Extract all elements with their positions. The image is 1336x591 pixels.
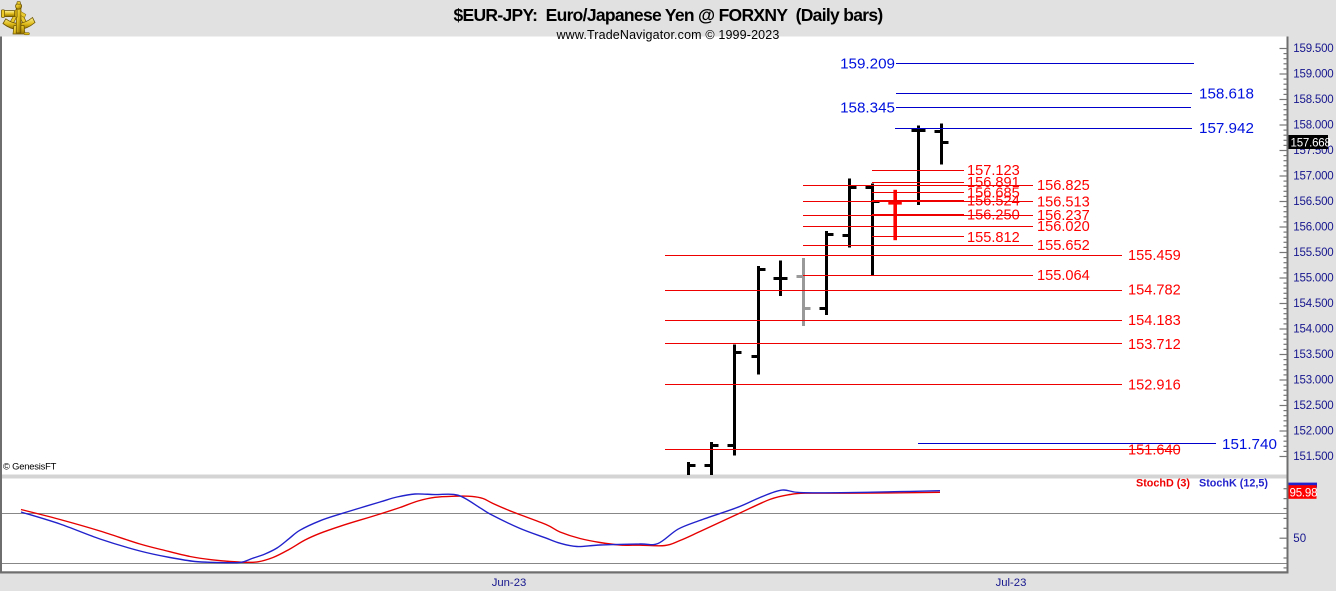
svg-text:50: 50 xyxy=(1293,533,1306,545)
svg-text:$EUR-JPY: Euro/Japanese Yen @: $EUR-JPY: Euro/Japanese Yen @ FORXNY (Da… xyxy=(453,5,882,25)
svg-text:158.500: 158.500 xyxy=(1293,94,1333,106)
svg-text:StochK (12,5): StochK (12,5) xyxy=(1199,477,1268,489)
svg-text:153.000: 153.000 xyxy=(1293,375,1333,387)
svg-text:159.209: 159.209 xyxy=(840,56,895,73)
svg-text:157.123: 157.123 xyxy=(967,163,1020,179)
svg-text:153.712: 153.712 xyxy=(1128,337,1181,353)
svg-text:StochD (3): StochD (3) xyxy=(1136,477,1190,489)
svg-text:156.000: 156.000 xyxy=(1293,222,1333,234)
svg-text:154.500: 154.500 xyxy=(1293,298,1333,310)
svg-text:156.237: 156.237 xyxy=(1037,208,1090,224)
svg-text:156.020: 156.020 xyxy=(1037,219,1090,235)
svg-text:156.524: 156.524 xyxy=(967,194,1020,210)
svg-text:153.500: 153.500 xyxy=(1293,349,1333,361)
svg-text:154.000: 154.000 xyxy=(1293,324,1333,336)
svg-text:152.500: 152.500 xyxy=(1293,400,1333,412)
svg-text:155.064: 155.064 xyxy=(1037,268,1090,284)
svg-text:© GenesisFT: © GenesisFT xyxy=(3,460,57,471)
svg-text:155.500: 155.500 xyxy=(1293,247,1333,259)
svg-text:156.685: 156.685 xyxy=(967,185,1020,201)
svg-text:155.459: 155.459 xyxy=(1128,248,1181,264)
svg-text:157.668: 157.668 xyxy=(1291,137,1331,149)
svg-text:156.825: 156.825 xyxy=(1037,178,1090,194)
svg-text:156.891: 156.891 xyxy=(967,175,1020,191)
svg-text:155.000: 155.000 xyxy=(1293,273,1333,285)
svg-text:151.500: 151.500 xyxy=(1293,451,1333,463)
svg-text:159.000: 159.000 xyxy=(1293,69,1333,81)
svg-text:158.618: 158.618 xyxy=(1199,86,1254,103)
svg-text:156.500: 156.500 xyxy=(1293,196,1333,208)
svg-text:157.942: 157.942 xyxy=(1199,120,1254,137)
svg-text:158.345: 158.345 xyxy=(840,100,895,117)
svg-text:158.000: 158.000 xyxy=(1293,120,1333,132)
svg-text:159.500: 159.500 xyxy=(1293,43,1333,55)
svg-text:152.916: 152.916 xyxy=(1128,378,1181,394)
svg-text:Jun-23: Jun-23 xyxy=(492,577,527,589)
svg-text:151.740: 151.740 xyxy=(1222,436,1277,453)
svg-text:154.183: 154.183 xyxy=(1128,313,1181,329)
svg-text:156.250: 156.250 xyxy=(967,207,1020,223)
svg-text:www.TradeNavigator.com © 1999-: www.TradeNavigator.com © 1999-2023 xyxy=(556,28,780,42)
svg-text:157.000: 157.000 xyxy=(1293,171,1333,183)
svg-text:155.812: 155.812 xyxy=(967,230,1020,246)
svg-text:95.98: 95.98 xyxy=(1290,487,1318,499)
svg-text:156.513: 156.513 xyxy=(1037,194,1090,210)
svg-text:155.652: 155.652 xyxy=(1037,238,1090,254)
svg-text:151.640: 151.640 xyxy=(1128,443,1181,459)
svg-text:154.782: 154.782 xyxy=(1128,282,1181,298)
svg-text:Jul-23: Jul-23 xyxy=(996,577,1027,589)
svg-text:152.000: 152.000 xyxy=(1293,426,1333,438)
